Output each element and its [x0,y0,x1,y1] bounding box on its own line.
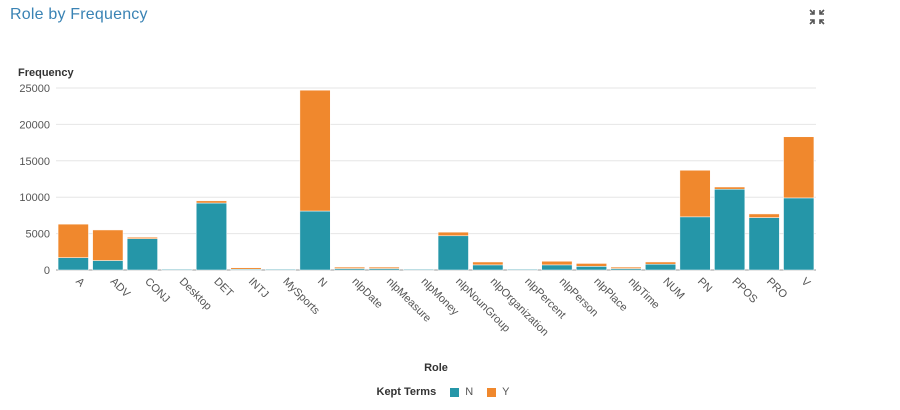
bar-segment-n-det[interactable] [196,202,227,271]
bar-segment-n-ppos[interactable] [714,188,746,271]
bar-segment-y-a[interactable] [57,223,89,258]
bar-segment-y-adv[interactable] [92,229,124,261]
bar-segment-y-nlpmeasure[interactable] [368,266,400,269]
bar-segment-y-pro[interactable] [748,213,780,218]
bar-segment-n-nlporganization[interactable] [472,264,504,271]
y-axis-title: Frequency [18,67,75,79]
bar-segment-y-v[interactable] [783,136,815,199]
bar-segment-y-nlpperson[interactable] [541,261,573,266]
bar-segment-y-nlpnoungroup[interactable] [437,231,469,237]
bar-segment-n-nlpmoney[interactable] [403,269,435,271]
bar-segment-y-n[interactable] [299,89,331,212]
x-tick-label: nlpDate [350,276,385,311]
bar-segment-y-conj[interactable] [126,236,158,239]
bar-segment-y-pn[interactable] [679,170,711,218]
bar-segment-n-nlpplace[interactable] [576,266,607,271]
x-tick-label: PPOS [730,276,760,306]
y-tick-label: 20000 [19,119,50,131]
x-tick-label: ADV [108,276,133,301]
x-axis-title: Role [424,362,448,374]
bar-segment-y-nlpdate[interactable] [334,266,366,269]
bar-segment-n-nlppercent[interactable] [506,269,538,271]
x-tick-label: PRO [764,276,790,302]
bar-segment-n-desktop[interactable] [161,269,193,271]
legend-title: Kept Terms [376,386,437,398]
legend-swatch-n [450,387,460,397]
chart-title: Role by Frequency [10,6,148,23]
bar-chart: 0 5000 10000 15000 20000 25000 A ADV CONJ Deskto… [18,67,816,374]
bars [57,89,815,271]
x-tick-label: A [73,276,87,290]
bar-segment-n-mysports[interactable] [265,269,296,271]
bar-segment-n-nlpperson[interactable] [541,264,573,271]
legend-item-n[interactable]: N [450,386,473,398]
x-tick-label: PN [695,276,714,295]
bar-segment-y-nlpplace[interactable] [576,263,607,267]
legend-item-y[interactable]: Y [487,386,510,398]
legend-label-n: N [465,386,474,398]
y-tick-label: 25000 [19,83,50,95]
bar-segment-n-num[interactable] [645,263,676,271]
x-tick-label: NUM [660,276,686,302]
bar-segment-n-conj[interactable] [126,238,158,271]
bar-segment-y-intj[interactable] [230,267,262,270]
bar-segment-y-det[interactable] [196,200,227,204]
x-tick-label: nlpTime [626,276,662,312]
x-tick-label: Desktop [177,276,214,313]
y-tick-label: 5000 [26,229,50,241]
maximize-icon[interactable] [808,8,826,26]
bar-segment-n-pn[interactable] [679,216,711,271]
bar-segment-y-ppos[interactable] [714,186,746,190]
legend: Kept Terms N Y [0,386,900,398]
x-tick-label: DET [211,276,235,300]
y-axis-ticks: 0 5000 10000 15000 20000 25000 [19,83,50,277]
bar-segment-n-pro[interactable] [748,217,780,271]
x-tick-label: INTJ [246,276,271,301]
y-tick-label: 10000 [19,192,50,204]
x-tick-label: N [315,276,329,290]
bar-segment-y-nlptime[interactable] [610,266,642,269]
y-tick-label: 15000 [19,156,50,168]
x-tick-label: V [799,276,813,290]
bar-segment-n-v[interactable] [783,197,815,271]
x-tick-label: CONJ [142,276,172,306]
bar-segment-n-nlpnoungroup[interactable] [437,235,469,271]
legend-swatch-y [487,387,497,397]
bar-segment-y-num[interactable] [645,261,676,265]
bar-segment-y-nlporganization[interactable] [472,261,504,266]
y-tick-label: 0 [44,265,50,277]
legend-label-y: Y [502,386,510,398]
bar-segment-n-adv[interactable] [92,260,124,271]
bar-segment-n-n[interactable] [299,210,331,271]
bar-segment-n-a[interactable] [57,257,89,271]
